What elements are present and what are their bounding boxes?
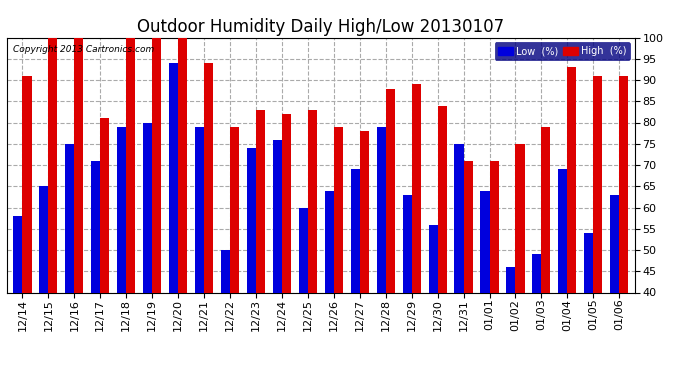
Bar bbox=[13, 216, 23, 375]
Bar bbox=[48, 38, 57, 375]
Bar bbox=[351, 169, 359, 375]
Bar bbox=[567, 67, 576, 375]
Bar bbox=[402, 195, 412, 375]
Bar bbox=[515, 144, 524, 375]
Bar bbox=[299, 207, 308, 375]
Bar bbox=[204, 63, 213, 375]
Bar bbox=[584, 233, 593, 375]
Bar bbox=[39, 186, 48, 375]
Bar bbox=[412, 84, 421, 375]
Bar bbox=[464, 161, 473, 375]
Bar bbox=[273, 140, 282, 375]
Title: Outdoor Humidity Daily High/Low 20130107: Outdoor Humidity Daily High/Low 20130107 bbox=[137, 18, 504, 36]
Bar bbox=[100, 118, 110, 375]
Bar bbox=[178, 38, 187, 375]
Bar bbox=[152, 38, 161, 375]
Bar bbox=[325, 190, 334, 375]
Bar bbox=[66, 144, 75, 375]
Bar bbox=[455, 144, 464, 375]
Bar bbox=[558, 169, 567, 375]
Bar bbox=[428, 225, 437, 375]
Bar bbox=[282, 114, 291, 375]
Bar bbox=[619, 76, 629, 375]
Bar bbox=[532, 254, 542, 375]
Bar bbox=[247, 148, 256, 375]
Bar bbox=[75, 38, 83, 375]
Bar bbox=[593, 76, 602, 375]
Bar bbox=[195, 127, 204, 375]
Bar bbox=[308, 110, 317, 375]
Bar bbox=[506, 267, 515, 375]
Text: Copyright 2013 Cartronics.com: Copyright 2013 Cartronics.com bbox=[13, 45, 155, 54]
Bar bbox=[480, 190, 489, 375]
Bar bbox=[91, 161, 100, 375]
Bar bbox=[334, 127, 343, 375]
Legend: Low  (%), High  (%): Low (%), High (%) bbox=[495, 42, 630, 60]
Bar bbox=[256, 110, 265, 375]
Bar bbox=[117, 127, 126, 375]
Bar bbox=[359, 131, 369, 375]
Bar bbox=[610, 195, 619, 375]
Bar bbox=[169, 63, 178, 375]
Bar bbox=[542, 127, 551, 375]
Bar bbox=[221, 250, 230, 375]
Bar bbox=[23, 76, 32, 375]
Bar bbox=[126, 38, 135, 375]
Bar bbox=[377, 127, 386, 375]
Bar bbox=[489, 161, 499, 375]
Bar bbox=[143, 123, 152, 375]
Bar bbox=[230, 127, 239, 375]
Bar bbox=[437, 105, 446, 375]
Bar bbox=[386, 88, 395, 375]
